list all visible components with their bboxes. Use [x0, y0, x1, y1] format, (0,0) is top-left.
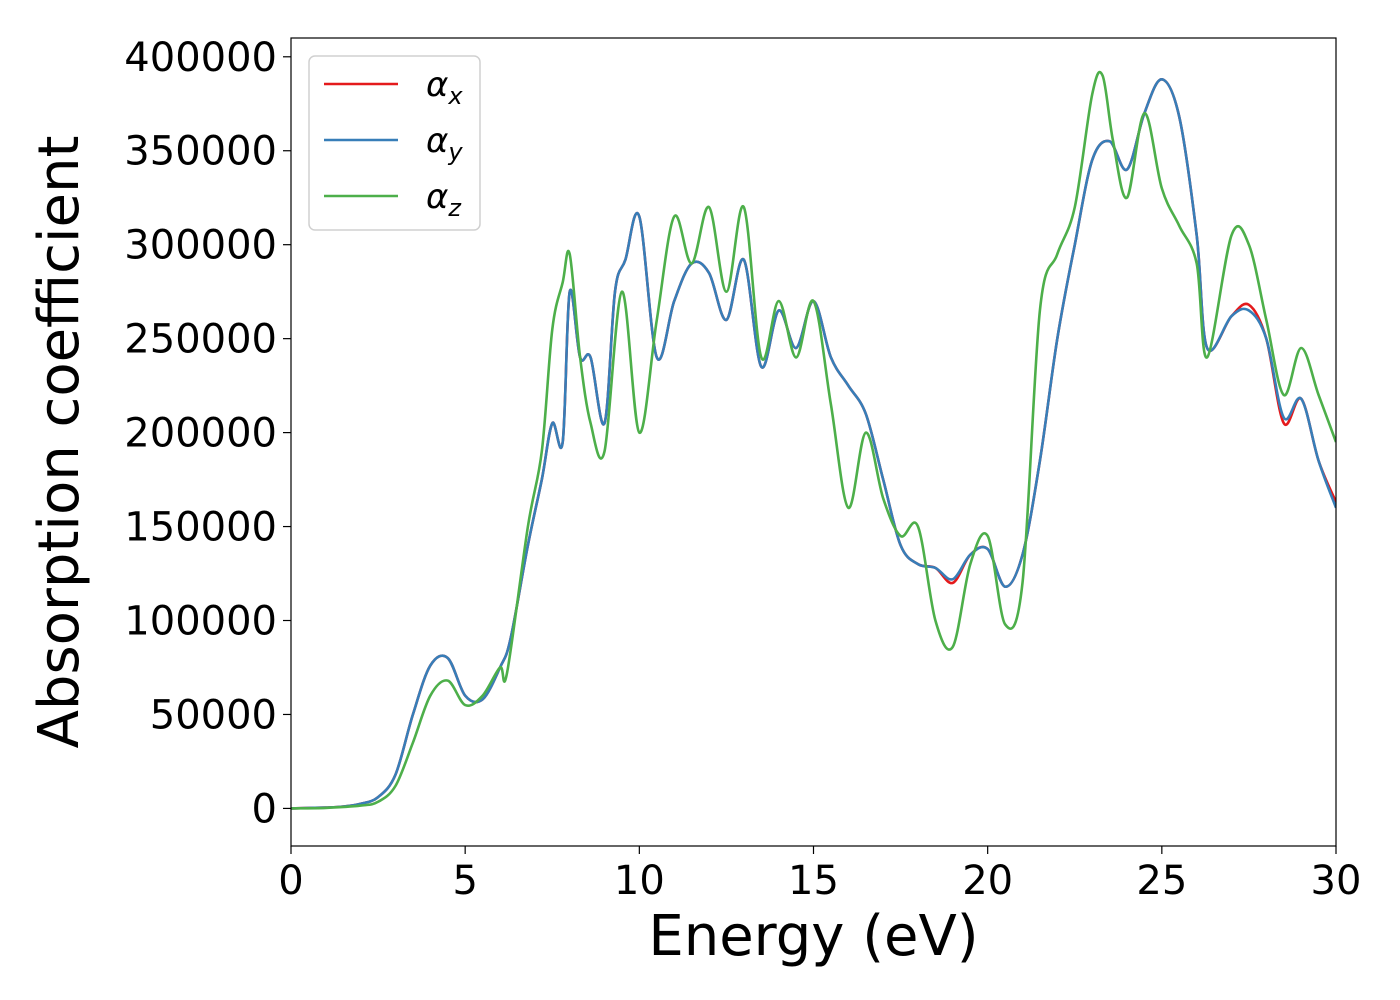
x-axis-label: Energy (eV)	[648, 904, 978, 969]
y-tick-label: 0	[252, 786, 277, 832]
legend-box	[308, 55, 481, 231]
x-tick-label: 25	[1136, 858, 1187, 904]
legend-label-z: αz	[426, 177, 462, 222]
series-layer	[291, 70, 1336, 810]
y-tick-label: 150000	[124, 505, 277, 551]
y-tick-label: 100000	[124, 599, 277, 645]
series-line-y	[291, 78, 1336, 810]
y-tick-label: 400000	[124, 35, 277, 81]
legend: αx αy αz	[308, 55, 481, 231]
x-tick-label: 5	[452, 858, 477, 904]
series-line-z	[291, 70, 1336, 810]
legend-label-y: αy	[426, 121, 463, 166]
x-tick-label: 0	[278, 858, 303, 904]
x-tick-label: 10	[614, 858, 665, 904]
legend-label-x: αx	[426, 65, 463, 110]
x-ticks: 0 5 10 15 20 25 30	[278, 846, 1361, 904]
y-tick-label: 50000	[150, 692, 277, 738]
x-tick-label: 15	[788, 858, 839, 904]
y-tick-label: 250000	[124, 317, 277, 363]
y-tick-label: 350000	[124, 129, 277, 175]
y-ticks: 0 50000 100000 150000 200000 250000 300000 3500…	[124, 35, 291, 832]
y-tick-label: 200000	[124, 411, 277, 457]
x-tick-label: 30	[1311, 858, 1362, 904]
y-axis-label: Absorption coefficient	[27, 136, 92, 749]
x-tick-label: 20	[962, 858, 1013, 904]
y-tick-label: 300000	[124, 223, 277, 269]
